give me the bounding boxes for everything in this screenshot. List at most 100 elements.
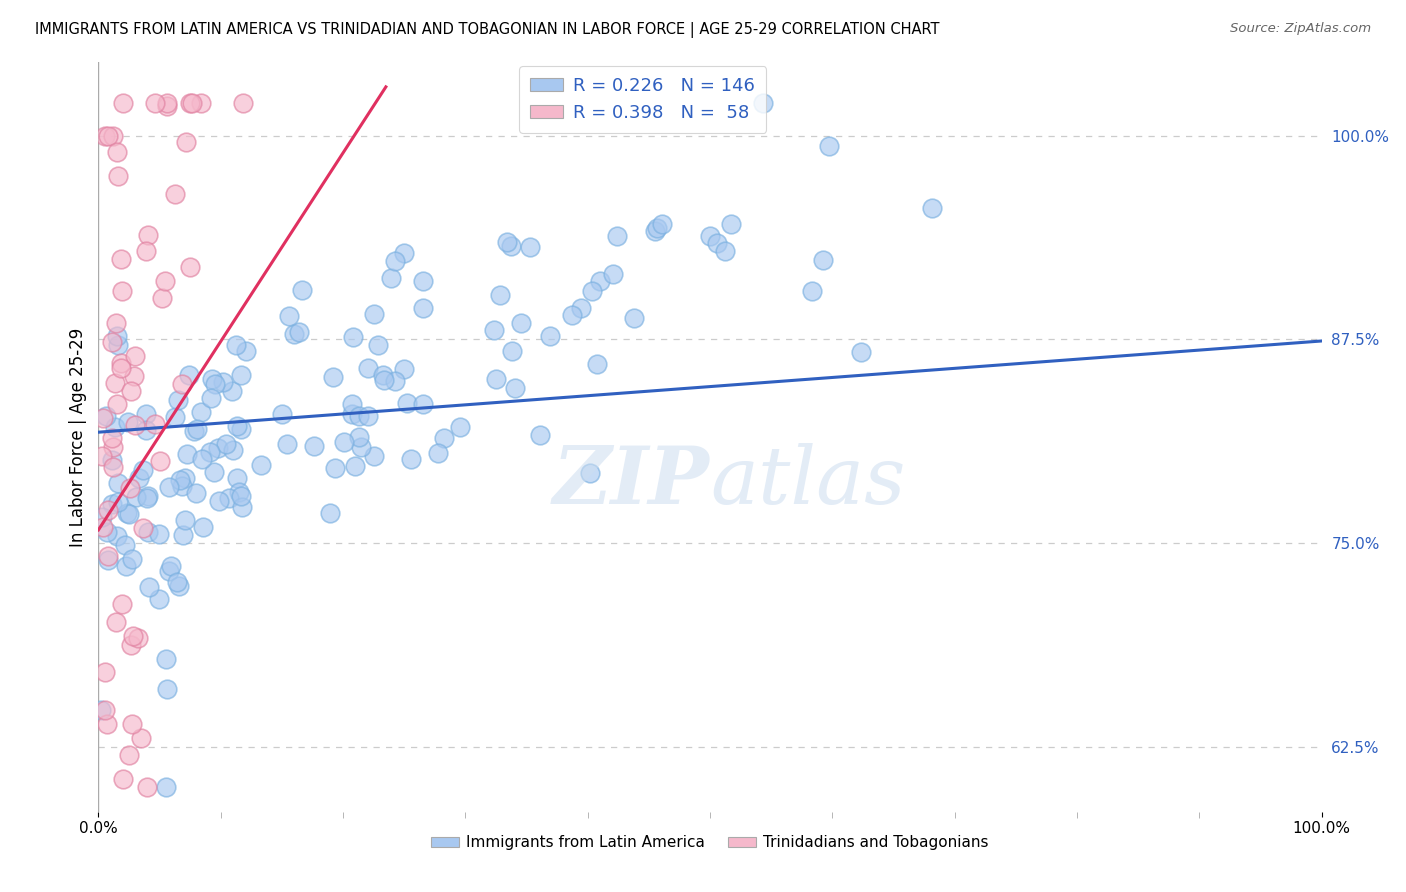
Text: ZIP: ZIP	[553, 443, 710, 521]
Point	[170, 376, 193, 391]
Point	[347, 430, 370, 444]
Point	[174, 135, 197, 149]
Point	[538, 329, 561, 343]
Point	[392, 361, 415, 376]
Point	[179, 96, 201, 111]
Point	[107, 338, 129, 352]
Y-axis label: In Labor Force | Age 25-29: In Labor Force | Age 25-29	[69, 327, 87, 547]
Point	[350, 440, 373, 454]
Point	[561, 309, 583, 323]
Point	[529, 427, 551, 442]
Point	[706, 235, 728, 250]
Point	[226, 470, 249, 484]
Point	[107, 169, 129, 184]
Point	[163, 186, 186, 201]
Point	[180, 96, 202, 111]
Point	[129, 731, 152, 746]
Point	[159, 559, 181, 574]
Point	[127, 632, 149, 646]
Point	[135, 244, 157, 258]
Point	[91, 520, 114, 534]
Point	[347, 409, 370, 424]
Point	[101, 128, 124, 143]
Point	[800, 284, 823, 298]
Point	[817, 139, 839, 153]
Point	[90, 703, 112, 717]
Point	[125, 490, 148, 504]
Point	[319, 506, 342, 520]
Point	[485, 372, 508, 386]
Point	[131, 521, 153, 535]
Point	[97, 549, 120, 563]
Point	[201, 371, 224, 385]
Point	[143, 417, 166, 432]
Point	[155, 275, 177, 289]
Point	[120, 638, 142, 652]
Point	[118, 747, 141, 762]
Point	[644, 224, 666, 238]
Point	[357, 409, 380, 424]
Point	[122, 368, 145, 383]
Point	[200, 392, 222, 406]
Point	[449, 419, 471, 434]
Point	[101, 440, 124, 454]
Point	[204, 376, 226, 391]
Point	[569, 301, 592, 315]
Point	[380, 271, 402, 285]
Point	[115, 558, 138, 573]
Point	[229, 422, 252, 436]
Point	[186, 486, 208, 500]
Point	[117, 415, 139, 429]
Point	[373, 373, 395, 387]
Point	[138, 228, 160, 243]
Point	[97, 128, 120, 143]
Point	[323, 461, 346, 475]
Point	[271, 407, 294, 421]
Point	[645, 221, 668, 235]
Point	[94, 409, 117, 423]
Point	[322, 370, 344, 384]
Point	[115, 506, 138, 520]
Point	[100, 497, 122, 511]
Point	[225, 419, 247, 434]
Point	[156, 96, 179, 111]
Point	[333, 435, 356, 450]
Point	[177, 368, 200, 382]
Point	[155, 651, 177, 665]
Point	[225, 337, 247, 351]
Point	[399, 452, 422, 467]
Point	[111, 772, 134, 786]
Point	[157, 564, 180, 578]
Point	[148, 526, 170, 541]
Point	[170, 479, 193, 493]
Point	[100, 431, 122, 445]
Point	[163, 409, 186, 424]
Point	[231, 500, 253, 514]
Point	[186, 422, 208, 436]
Point	[90, 450, 112, 464]
Point	[91, 411, 114, 425]
Point	[105, 329, 128, 343]
Point	[124, 417, 146, 432]
Point	[202, 466, 225, 480]
Point	[156, 681, 179, 696]
Point	[155, 780, 177, 795]
Point	[124, 349, 146, 363]
Point	[110, 356, 132, 370]
Point	[384, 375, 406, 389]
Point	[118, 507, 141, 521]
Point	[651, 218, 673, 232]
Point	[121, 716, 143, 731]
Point	[190, 452, 212, 467]
Point	[138, 580, 160, 594]
Point	[172, 528, 194, 542]
Point	[235, 344, 257, 359]
Point	[136, 780, 159, 795]
Point	[342, 330, 364, 344]
Point	[578, 466, 600, 480]
Point	[363, 450, 385, 464]
Point	[228, 485, 250, 500]
Point	[120, 481, 142, 495]
Point	[157, 479, 180, 493]
Point	[105, 397, 128, 411]
